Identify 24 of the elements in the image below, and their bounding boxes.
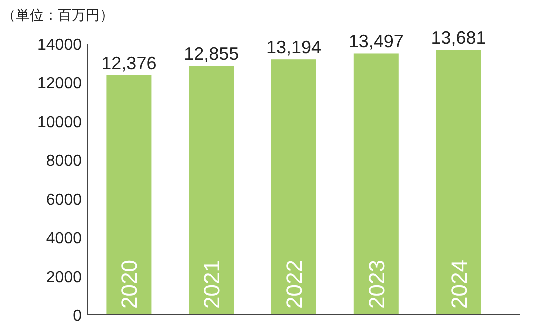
x-tick-label: 2022 xyxy=(282,260,307,309)
y-tick-label: 10000 xyxy=(38,114,82,132)
data-label: 13,194 xyxy=(266,38,322,58)
bar xyxy=(189,66,234,315)
x-tick-label: 2024 xyxy=(446,260,472,309)
y-tick-label: 8000 xyxy=(46,153,82,170)
y-tick-label: 4000 xyxy=(46,230,82,248)
data-label: 12,855 xyxy=(184,44,240,64)
data-label: 13,681 xyxy=(431,28,486,48)
x-tick-label: 2020 xyxy=(117,260,142,309)
y-axis-title: （単位：百万円） xyxy=(2,7,114,23)
data-label: 13,497 xyxy=(348,32,404,52)
bar xyxy=(272,60,316,315)
x-tick-label: 2023 xyxy=(364,260,390,309)
x-tick-label: 2021 xyxy=(200,260,225,309)
data-label: 12,376 xyxy=(102,53,157,74)
y-tick-label: 14000 xyxy=(38,37,82,54)
y-tick-label: 2000 xyxy=(46,269,82,286)
y-tick-label: 0 xyxy=(73,308,82,325)
bar xyxy=(436,50,482,315)
y-tick-label: 6000 xyxy=(46,192,82,209)
y-tick-label: 12000 xyxy=(38,76,82,93)
bar xyxy=(354,54,399,315)
bar xyxy=(106,75,152,315)
